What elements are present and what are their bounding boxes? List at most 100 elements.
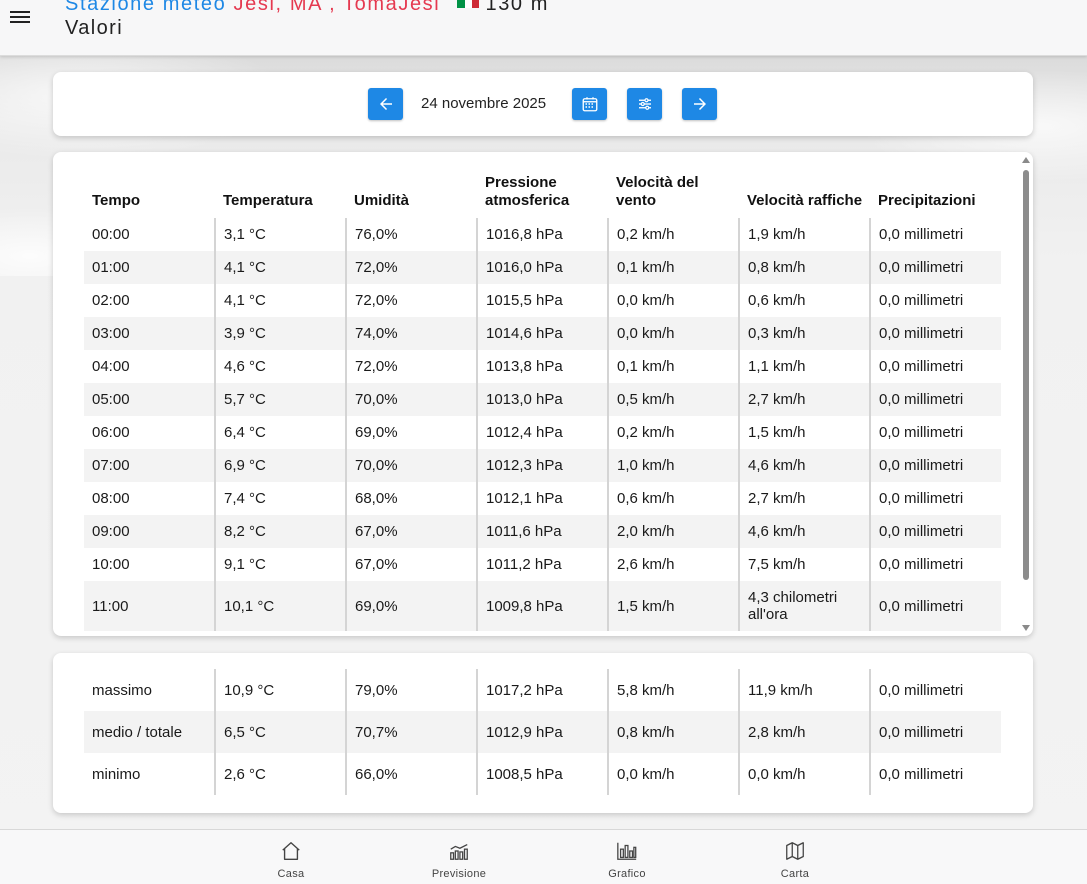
table-cell: 07:00: [84, 449, 215, 482]
table-cell: 0,2 km/h: [607, 416, 739, 449]
table-cell: 1012,1 hPa: [476, 482, 608, 515]
nav-label: Previsione: [431, 868, 487, 880]
table-cell: 0,0 km/h: [607, 317, 739, 350]
table-cell: 0,0 millimetri: [869, 317, 1001, 350]
table-scrollbar[interactable]: [1019, 152, 1033, 636]
table-cell: 0,0 millimetri: [869, 482, 1001, 515]
table-cell: 1011,6 hPa: [476, 515, 608, 548]
table-cell: 76,0%: [345, 218, 477, 251]
italy-flag-icon: [457, 0, 480, 8]
table-cell: 0,0 millimetri: [869, 669, 1001, 711]
table-cell: 04:00: [92, 358, 130, 375]
menu-icon[interactable]: [10, 8, 32, 26]
table-row: medio / totale 6,5 °C 70,7% 1012,9 hPa 0,8 k…: [84, 711, 1001, 753]
column-header: Precipitazioni: [878, 192, 976, 209]
table-cell: massimo: [92, 681, 153, 699]
table-cell: 67,0%: [345, 515, 477, 548]
table-cell: 1,9 km/h: [738, 218, 870, 251]
column-header: Velocità raffiche: [747, 192, 863, 209]
forecast-icon: [450, 844, 468, 860]
table-cell: 70,7%: [345, 711, 477, 753]
hourly-values-table: Tempo Temperatura Umidità Pressione atmo…: [84, 172, 1001, 631]
table-row: 08:00 7,4 °C 68,0% 1012,1 hPa 0,6 km/h 2,7 km…: [84, 482, 1001, 515]
table-row: 07:00 6,9 °C 70,0% 1012,3 hPa 1,0 km/h 4,6 km…: [84, 449, 1001, 482]
table-cell: 06:00: [92, 424, 130, 441]
table-cell: 4,6 °C: [214, 350, 346, 383]
table-cell: 11:00: [84, 581, 215, 631]
station-title: Stazione meteo Jesi, MA , TomaJesi 130 m: [65, 0, 549, 16]
table-row: 03:00 3,9 °C 74,0% 1014,6 hPa 0,0 km/h 0,3 km…: [84, 317, 1001, 350]
page-title: Valori: [65, 17, 124, 39]
table-row: 10:00 9,1 °C 67,0% 1011,2 hPa 2,6 km/h 7,5 km…: [84, 548, 1001, 581]
nav-home[interactable]: Casa: [246, 840, 336, 880]
table-cell: 05:00: [84, 383, 215, 416]
table-cell: 0,8 km/h: [738, 251, 870, 284]
nav-map[interactable]: Carta: [750, 840, 840, 880]
table-cell: 10,1 °C: [214, 581, 346, 631]
table-cell: 0,0 millimetri: [869, 581, 1001, 631]
next-day-button[interactable]: [682, 88, 717, 120]
table-row: 06:00 6,4 °C 69,0% 1012,4 hPa 0,2 km/h 1,5 km…: [84, 416, 1001, 449]
table-cell: 74,0%: [345, 317, 477, 350]
table-cell: 0,0 millimetri: [869, 284, 1001, 317]
table-cell: 2,6 km/h: [607, 548, 739, 581]
table-cell: 08:00: [92, 490, 130, 507]
table-cell: 68,0%: [345, 482, 477, 515]
nav-forecast[interactable]: Previsione: [414, 840, 504, 880]
title-location: Jesi, MA , TomaJesi: [233, 0, 441, 15]
table-cell: 1012,9 hPa: [476, 711, 608, 753]
table-cell: 0,0 millimetri: [869, 383, 1001, 416]
table-cell: 72,0%: [345, 350, 477, 383]
table-cell: 0,2 km/h: [607, 218, 739, 251]
nav-chart[interactable]: Grafico: [582, 840, 672, 880]
previous-day-button[interactable]: [368, 88, 403, 120]
table-cell: 70,0%: [345, 383, 477, 416]
table-cell: 1015,5 hPa: [476, 284, 608, 317]
table-cell: 10,9 °C: [214, 669, 346, 711]
hourly-values-card[interactable]: Tempo Temperatura Umidità Pressione atmo…: [53, 152, 1033, 636]
table-cell: 69,0%: [345, 581, 477, 631]
altitude: 130 m: [485, 0, 550, 15]
column-header: Umidità: [354, 192, 410, 209]
app-header: Stazione meteo Jesi, MA , TomaJesi 130 m…: [0, 0, 1087, 56]
table-cell: 79,0%: [345, 669, 477, 711]
table-cell: 72,0%: [345, 251, 477, 284]
scroll-up-arrow-icon[interactable]: [1022, 157, 1030, 163]
table-cell: 0,0 km/h: [607, 284, 739, 317]
filter-settings-button[interactable]: [627, 88, 662, 120]
table-cell: 0,0 millimetri: [869, 711, 1001, 753]
table-cell: 0,8 km/h: [607, 711, 739, 753]
table-cell: 0,0 millimetri: [869, 350, 1001, 383]
date-navigation-card: 24 novembre 2025: [53, 72, 1033, 136]
table-cell: 3,1 °C: [214, 218, 346, 251]
table-row: 02:00 4,1 °C 72,0% 1015,5 hPa 0,0 km/h 0,6 km…: [84, 284, 1001, 317]
table-cell: 4,1 °C: [214, 284, 346, 317]
scroll-down-arrow-icon[interactable]: [1022, 625, 1030, 631]
table-cell: 1014,6 hPa: [476, 317, 608, 350]
scroll-thumb[interactable]: [1023, 170, 1029, 580]
table-cell: 7,5 km/h: [738, 548, 870, 581]
current-date: 24 novembre 2025: [421, 95, 547, 112]
table-cell: 01:00: [84, 251, 215, 284]
table-cell: 1,5 km/h: [738, 416, 870, 449]
nav-label: Grafico: [608, 868, 646, 880]
table-header-row: Tempo Temperatura Umidità Pressione atmo…: [84, 172, 1001, 218]
table-cell: 1013,8 hPa: [476, 350, 608, 383]
table-cell: 03:00: [84, 317, 215, 350]
table-cell: 5,7 °C: [214, 383, 346, 416]
table-cell: 8,2 °C: [214, 515, 346, 548]
table-row: 11:00 10,1 °C 69,0% 1009,8 hPa 1,5 km/h 4,3 c…: [84, 581, 1001, 631]
table-cell: 1013,0 hPa: [476, 383, 608, 416]
table-cell: 1009,8 hPa: [476, 581, 608, 631]
column-header: Tempo: [92, 192, 141, 209]
bottom-navigation: Casa Previsione Grafico Carta: [0, 829, 1087, 884]
table-cell: 1012,4 hPa: [476, 416, 608, 449]
table-cell: 0,0 millimetri: [869, 218, 1001, 251]
table-cell: 1012,3 hPa: [476, 449, 608, 482]
table-cell: 2,6 °C: [214, 753, 346, 795]
table-cell: 0,0 millimetri: [869, 548, 1001, 581]
table-cell: 6,5 °C: [214, 711, 346, 753]
column-header: Velocità del vento: [616, 174, 699, 209]
calendar-button[interactable]: [572, 88, 607, 120]
table-cell: 02:00: [92, 292, 130, 309]
